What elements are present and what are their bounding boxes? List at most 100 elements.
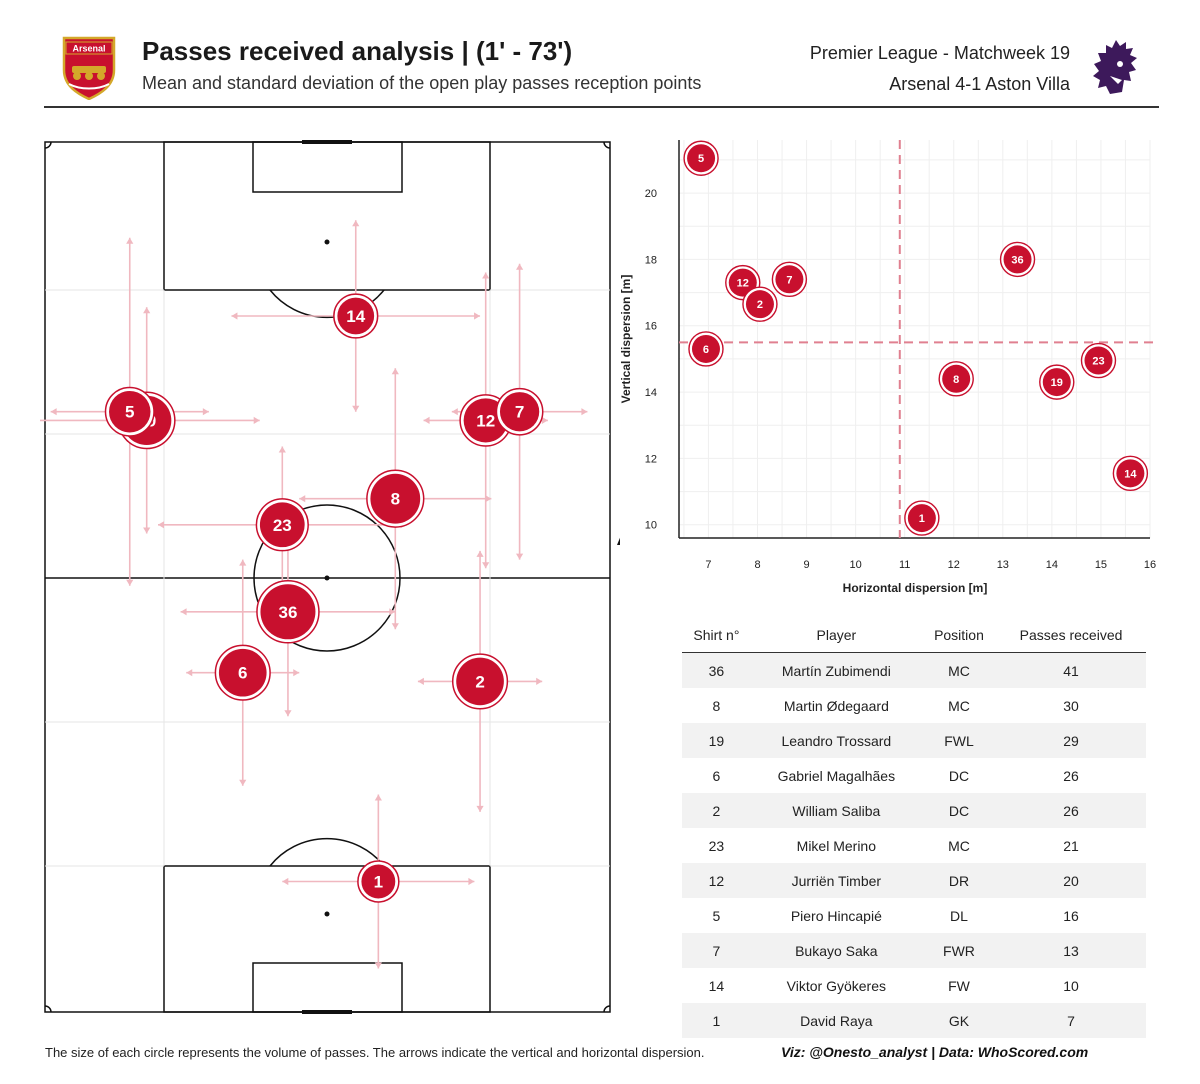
pitch-map: 3681962231257141	[40, 140, 620, 1014]
header: Arsenal Passes received analysis | (1' -…	[0, 0, 1200, 110]
header-rule	[44, 106, 1159, 108]
x-tick-label: 7	[705, 559, 711, 571]
premier-league-lion-icon	[1093, 40, 1137, 94]
scatter-point-label: 23	[1092, 356, 1104, 368]
table-cell: Leandro Trossard	[750, 723, 922, 758]
table-header-cell: Shirt n°	[682, 618, 751, 653]
scatter-point-8: 8	[938, 361, 974, 397]
y-tick-label: 12	[645, 453, 657, 465]
table-cell: Bukayo Saka	[750, 933, 922, 968]
table-cell: DC	[921, 793, 997, 828]
match-score: Arsenal 4-1 Aston Villa	[889, 74, 1070, 94]
scatter-point-2: 2	[742, 286, 778, 322]
player-marker-fill	[370, 473, 421, 524]
scatter-point-label: 2	[757, 299, 763, 311]
player-marker-14: 14	[333, 293, 379, 339]
x-tick-label: 11	[899, 559, 910, 571]
bottom-penalty-area	[163, 865, 491, 1013]
player-marker-label: 23	[273, 516, 292, 535]
player-marker-fill	[361, 864, 396, 899]
table-cell: 23	[708, 837, 725, 854]
y-tick-label: 16	[645, 321, 657, 333]
scatter-point-label: 7	[786, 274, 792, 286]
player-marker-label: 5	[125, 403, 134, 422]
bottom-penalty-arc	[269, 837, 385, 867]
player-marker-label: 12	[476, 411, 495, 430]
table-row: 36 Martín Zubimendi MC 41	[682, 652, 1146, 688]
scatter-point-label: 5	[698, 153, 704, 165]
table-cell: FWL	[921, 723, 997, 758]
table-cell: Viktor Gyökeres	[786, 977, 887, 994]
table-header-cell: Position	[921, 618, 997, 653]
top-six-yard-box	[252, 141, 403, 193]
x-tick-label: 10	[850, 559, 862, 571]
player-marker-label: 8	[391, 490, 400, 509]
player-marker-fill	[218, 648, 267, 697]
table-cell: GK	[921, 1003, 997, 1038]
scatter-point-6: 6	[688, 331, 724, 367]
table-cell: 30	[1063, 697, 1079, 714]
table-cell: FW	[948, 977, 970, 994]
table-cell: 14	[708, 977, 725, 994]
table-cell: 20	[996, 863, 1146, 898]
table-cell: 6	[712, 767, 721, 784]
table-cell: Jurriën Timber	[750, 863, 922, 898]
table-cell: FWR	[921, 933, 997, 968]
table-row: 23 Mikel Merino MC 21	[682, 828, 1146, 863]
table-cell: 29	[996, 723, 1146, 758]
table-cell: Martin Ødegaard	[783, 697, 889, 714]
table-cell: Martín Zubimendi	[750, 652, 922, 688]
table-cell: 13	[996, 933, 1146, 968]
scatter-point-label: 14	[1124, 468, 1137, 480]
table-cell: 21	[1063, 837, 1079, 854]
league-label: Premier League - Matchweek 19	[809, 43, 1070, 63]
player-marker-23: 23	[255, 498, 309, 552]
footer-note: The size of each circle represents the v…	[45, 1045, 705, 1060]
top-penalty-area	[163, 141, 491, 291]
table-header-cell: Passes received	[996, 618, 1146, 653]
table-cell: 41	[996, 652, 1146, 688]
x-axis-label: Horizontal dispersion [m]	[843, 581, 988, 595]
scatter-point-5: 5	[683, 140, 719, 176]
table-cell: 1	[682, 1003, 751, 1038]
player-marker-fill	[337, 297, 375, 335]
bottom-six-yard-box	[252, 962, 403, 1013]
scatter-point-19: 19	[1039, 364, 1075, 400]
player-marker-label: 14	[346, 307, 365, 326]
corner-arcs	[44, 141, 611, 1013]
table-cell: 12	[682, 863, 751, 898]
centre-circle	[253, 504, 401, 652]
scatter-point-label: 12	[737, 278, 749, 290]
scatter-point-label: 19	[1051, 377, 1063, 389]
y-axis-label: Vertical dispersion [m]	[619, 275, 633, 404]
player-markers: 3681962231257141	[104, 293, 544, 903]
table-cell: MC	[948, 697, 970, 714]
y-tick-label: 10	[645, 520, 657, 532]
scatter-point-14: 14	[1112, 455, 1149, 492]
player-marker-1: 1	[357, 860, 400, 903]
scatter-point-label: 8	[953, 374, 959, 386]
player-marker-fill	[109, 390, 151, 433]
pitch-lines	[44, 140, 611, 1014]
player-marker-8: 8	[366, 469, 425, 528]
footer-credit: Viz: @Onesto_analyst | Data: WhoScored.c…	[781, 1044, 1089, 1060]
table-cell: 5	[712, 907, 721, 924]
y-tick-label: 14	[645, 387, 657, 399]
table-cell: 2	[682, 793, 751, 828]
table-row: 8 Martin Ødegaard MC 30	[682, 688, 1146, 723]
y-tick-label: 18	[645, 254, 657, 266]
player-marker-6: 6	[214, 644, 271, 701]
badge-text: Arsenal	[72, 44, 105, 54]
table-cell: MC	[948, 837, 970, 854]
table-cell: 36	[682, 652, 751, 688]
player-marker-7: 7	[495, 387, 544, 436]
table-row: 2 William Saliba DC 26	[682, 793, 1146, 828]
table-cell: 8	[712, 697, 721, 714]
x-tick-label: 13	[997, 559, 1009, 571]
player-marker-label: 6	[238, 664, 247, 683]
table-cell: MC	[921, 652, 997, 688]
player-marker-5: 5	[104, 386, 155, 437]
player-marker-label: 1	[374, 873, 383, 892]
